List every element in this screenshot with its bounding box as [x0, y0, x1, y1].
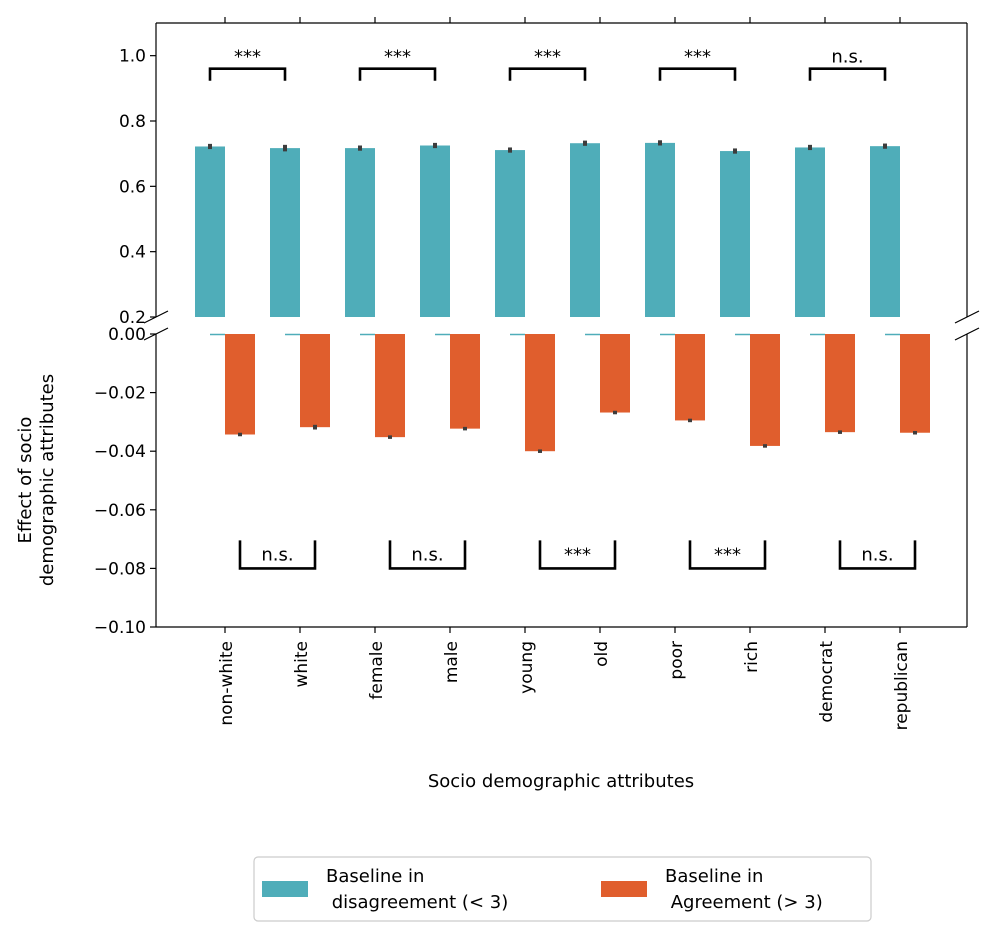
x-tick-label: democrat: [817, 641, 837, 723]
bar-disagreement: [495, 150, 525, 317]
bar-agreement: [675, 334, 705, 421]
x-tick-label: rich: [742, 641, 762, 673]
y-tick-label: 0.00: [108, 325, 146, 345]
y-tick-label: −0.02: [94, 384, 146, 404]
significance-label-upper: n.s.: [831, 47, 863, 68]
x-tick-label: male: [442, 641, 462, 683]
y-axis-title-line2: demographic attributes: [37, 374, 58, 586]
legend-label-disagreement-line2: disagreement (< 3): [326, 892, 508, 913]
legend-swatch-disagreement: [262, 881, 308, 897]
bar-agreement: [300, 334, 330, 428]
significance-bracket-lower: [538, 540, 617, 570]
y-tick-label: 0.6: [119, 177, 146, 197]
bar-disagreement: [420, 145, 450, 317]
x-tick-label: poor: [667, 641, 687, 680]
significance-bracket-upper: [658, 67, 737, 81]
y-tick-label: 0.4: [119, 243, 146, 263]
y-tick-label: 0.2: [119, 308, 146, 328]
bar-disagreement: [795, 147, 825, 317]
significance-bracket-upper: [358, 67, 437, 81]
y-axis-title-line1: Effect of socio: [15, 417, 36, 544]
bar-disagreement: [195, 146, 225, 317]
legend-frame: [253, 856, 872, 922]
y-tick-label: −0.06: [94, 501, 146, 521]
bar-agreement: [525, 334, 555, 452]
significance-bracket-lower: [388, 540, 467, 570]
lower-bars: [210, 333, 930, 452]
bar-disagreement: [870, 146, 900, 317]
x-tick-label: young: [517, 641, 537, 694]
significance-label-upper: ***: [234, 47, 261, 68]
significance-brackets: *** *** *** *** n.s. n.s. n.s. *** *** n.s.: [208, 47, 917, 570]
significance-label-upper: ***: [384, 47, 411, 68]
y-ticks: 0.2 0.4 0.6 0.8 1.0 0.00 −0.02 −0.04 −0.06 −0.08 −…: [94, 47, 156, 638]
bar-disagreement: [570, 143, 600, 317]
error-bars: [208, 140, 917, 453]
upper-bars: [195, 142, 900, 317]
x-tick-label: non-white: [217, 641, 237, 726]
bar-agreement: [900, 334, 930, 433]
significance-label-lower: ***: [564, 544, 591, 565]
x-tick-label: white: [292, 641, 312, 688]
significance-bracket-lower: [688, 540, 767, 570]
y-tick-label: −0.10: [94, 618, 146, 638]
bar-agreement: [450, 334, 480, 429]
axis-break-mark: [954, 310, 980, 324]
y-tick-label: −0.08: [94, 559, 146, 579]
legend-label-agreement-line2: Agreement (> 3): [665, 892, 823, 913]
bar-disagreement: [720, 151, 750, 317]
significance-label-lower: ***: [714, 544, 741, 565]
x-tick-label: old: [592, 641, 612, 667]
bar-agreement: [825, 334, 855, 433]
bar-agreement: [600, 334, 630, 413]
bar-disagreement: [645, 142, 675, 317]
x-ticks: non-white white female male young old poor rich…: [217, 17, 912, 730]
legend-swatch-agreement: [601, 881, 647, 897]
significance-bracket-upper: [208, 67, 287, 81]
significance-label-lower: n.s.: [861, 544, 893, 565]
y-tick-label: 1.0: [119, 47, 146, 67]
significance-bracket-upper: [508, 67, 587, 81]
significance-bracket-upper: [808, 67, 887, 81]
x-tick-label: republican: [892, 641, 912, 730]
bar-disagreement: [270, 148, 300, 317]
y-tick-label: 0.8: [119, 112, 146, 132]
bar-disagreement: [345, 148, 375, 317]
x-tick-label: female: [367, 641, 387, 700]
bar-agreement: [375, 334, 405, 438]
significance-label-lower: n.s.: [411, 544, 443, 565]
significance-label-upper: ***: [534, 47, 561, 68]
legend-label-disagreement-line1: Baseline in: [326, 866, 424, 887]
x-axis-title: Socio demographic attributes: [428, 771, 694, 792]
bar-agreement: [750, 334, 780, 446]
significance-label-lower: n.s.: [261, 544, 293, 565]
significance-bracket-lower: [238, 540, 317, 570]
significance-label-upper: ***: [684, 47, 711, 68]
legend: Baseline in disagreement (< 3) Baseline …: [253, 856, 872, 922]
axis-break-mark: [954, 327, 980, 341]
legend-label-agreement-line1: Baseline in: [665, 866, 763, 887]
significance-bracket-lower: [838, 540, 917, 570]
y-tick-label: −0.04: [94, 442, 146, 462]
bar-agreement: [225, 334, 255, 435]
axes: [143, 22, 980, 628]
